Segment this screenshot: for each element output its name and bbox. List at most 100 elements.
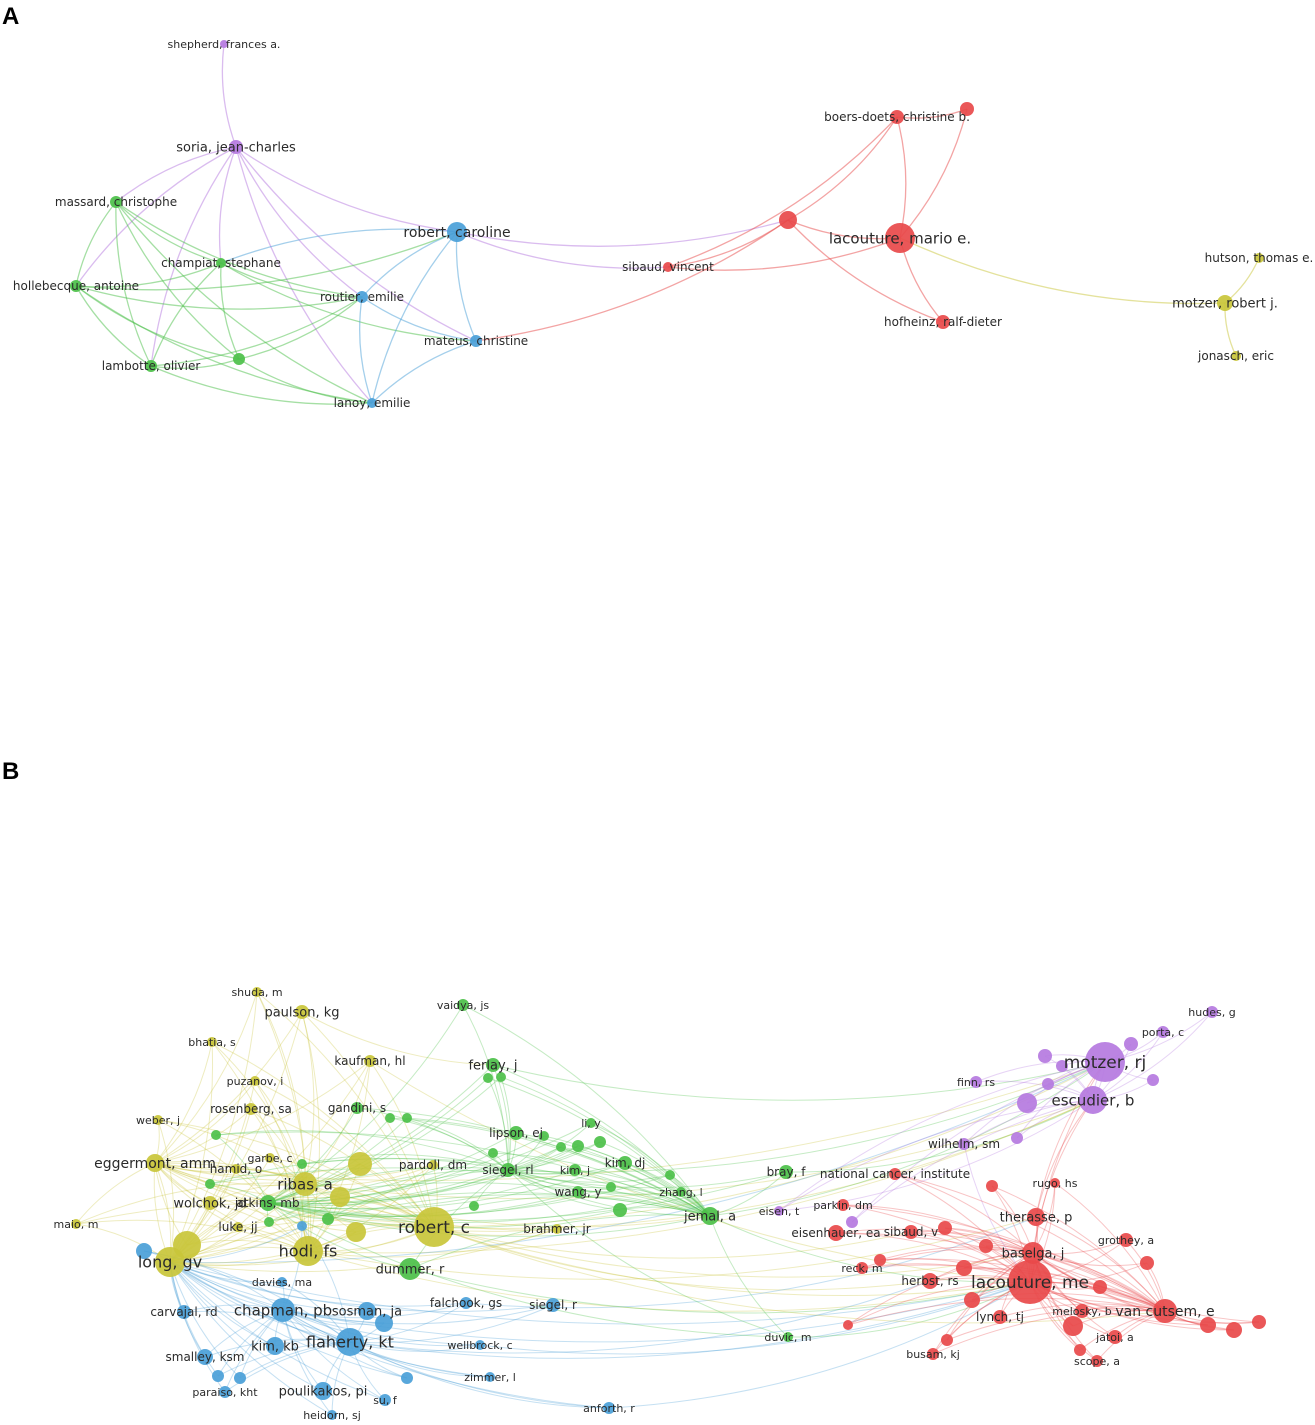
- node-label-paraiso: paraiso, kht: [192, 1386, 258, 1399]
- edge-chapman-falchook: [282, 1302, 467, 1319]
- node-label-escudier: escudier, b: [1052, 1091, 1135, 1109]
- edge-vancutsem-r_6: [963, 1267, 1166, 1312]
- edge-jemal-g_c5: [492, 1152, 711, 1217]
- edge-lambotte-green_unl: [150, 358, 240, 369]
- node-sibaud_b: [904, 1225, 918, 1239]
- edge-vancutsem-rugo: [1054, 1182, 1166, 1312]
- node-poulikakos: [314, 1382, 332, 1400]
- node-label-vancutsem: van cutsem, e: [1115, 1304, 1214, 1320]
- node-g_c2: [556, 1142, 566, 1152]
- node-eisen: [774, 1206, 784, 1216]
- edge-siegel_rl-vaidya: [462, 1004, 509, 1171]
- node-siegel_rl: [501, 1163, 515, 1177]
- node-falchook: [460, 1297, 472, 1309]
- edge-long-b_c5: [169, 1225, 303, 1263]
- edge-atkins-g_s1: [267, 1117, 391, 1204]
- edge-motzer_b-therasse: [1035, 1061, 1106, 1218]
- node-label-boers: boers-doets, christine b.: [824, 110, 970, 124]
- edge-jemal-g_c9: [473, 1195, 711, 1217]
- edge-siegel_rl-g_s2: [406, 1117, 509, 1171]
- edge-chapman-zimmer: [282, 1309, 491, 1378]
- edge-sibaud-red_unl: [667, 219, 789, 268]
- edge-ribas-maio: [75, 1182, 306, 1225]
- edge-hollebecque-green_unl: [75, 285, 240, 360]
- node-label-garbe: garbe, c: [247, 1152, 292, 1165]
- edge-jemal-g_f2: [500, 1076, 711, 1217]
- node-wilhelm: [958, 1138, 970, 1150]
- edge-champiat-lambotte: [150, 262, 222, 367]
- node-label-carvajal: carvajal, rd: [150, 1305, 217, 1319]
- edge-jemal-g_l4: [327, 1194, 711, 1220]
- edge-robert_b-escudier: [433, 1099, 1094, 1230]
- node-g_c1: [539, 1131, 549, 1141]
- edge-jemal-g_c6: [610, 1186, 711, 1217]
- node-jatoi: [1108, 1330, 1122, 1344]
- node-label-lambotte: lambotte, olivier: [102, 359, 201, 373]
- edge-ribas-jemal: [304, 1183, 711, 1228]
- node-melosky: [1075, 1304, 1089, 1318]
- node-label-motzer_a: motzer, robert j.: [1172, 297, 1278, 312]
- node-jemal: [701, 1207, 719, 1225]
- node-eisenhauer: [828, 1225, 844, 1241]
- edge-baselga-r_13: [946, 1252, 1034, 1341]
- node-g_f1: [483, 1073, 493, 1083]
- node-maio: [71, 1219, 81, 1229]
- edge-soria-mateus: [235, 146, 477, 342]
- edge-ribas-shuda: [256, 991, 306, 1185]
- node-sosman: [358, 1302, 376, 1320]
- node-label-sibaud: sibaud, vincent: [622, 260, 714, 274]
- edge-escudier-baselga: [1032, 1099, 1094, 1254]
- edge-baselga-sibaud_b: [910, 1230, 1034, 1254]
- edge-hodi-shuda: [256, 991, 309, 1252]
- edge-siegel_rl-g_c8: [507, 1169, 621, 1211]
- edge-jemal-li: [590, 1122, 711, 1217]
- edge-eggermont-y_mid2: [154, 1162, 357, 1233]
- edge-robert_b-maio: [75, 1203, 435, 1228]
- edge-robert_b-weber: [157, 1119, 435, 1228]
- edge-vancutsem-r_8: [971, 1292, 1166, 1312]
- node-g_c5: [488, 1148, 498, 1158]
- edge-jemal-g_c8: [619, 1206, 711, 1217]
- node-b_c2: [212, 1370, 224, 1382]
- edge-hodi-paulson: [301, 1011, 320, 1252]
- node-g_l4: [322, 1213, 334, 1225]
- edge-eggermont-maio: [75, 1162, 156, 1225]
- edge-massard-champiat: [115, 201, 222, 264]
- edge-long-heidorn: [169, 1261, 333, 1416]
- edge-eggermont-ribas: [154, 1162, 306, 1187]
- edge-soria-robertc: [235, 146, 458, 233]
- node-label-wolchok: wolchok, jd: [173, 1197, 246, 1212]
- node-green_unl: [233, 353, 245, 365]
- panel-b-labels: shuda, m paulson, kg bhatia, s kaufman, hl p…: [54, 986, 1236, 1422]
- edge-robert_b-baselga: [433, 1226, 1034, 1278]
- edge-chapman-siegel_r: [282, 1304, 554, 1325]
- node-label-hollebecque: hollebecque, antoine: [13, 279, 139, 293]
- node-label-lacouture_a: lacouture, mario e.: [829, 229, 971, 247]
- node-zhang: [676, 1187, 686, 1197]
- node-label-davies: davies, ma: [252, 1276, 312, 1289]
- node-label-shepherd: shepherd, frances a.: [168, 38, 281, 51]
- node-label-jatoi: jatoi, a: [1095, 1331, 1134, 1344]
- edge-long-kaufman: [169, 1060, 371, 1263]
- edge-long-y_mid2: [169, 1231, 357, 1264]
- edge-siegel_rl-g_l5: [268, 1169, 509, 1223]
- node-champiat: [216, 258, 226, 268]
- node-su: [379, 1394, 391, 1406]
- edge-atkins-g_s2: [267, 1117, 408, 1204]
- edge-soria-routier: [235, 146, 363, 298]
- edge-eggermont-garbe: [154, 1157, 271, 1169]
- node-lacouture_b: [1008, 1260, 1052, 1304]
- node-g_l3: [205, 1179, 215, 1189]
- edge-robert_b-rosenberg: [250, 1108, 435, 1228]
- node-flaherty: [336, 1328, 364, 1356]
- edge-champiat-mateus: [220, 262, 477, 342]
- edge-lambotte-routier: [150, 296, 363, 367]
- node-jonasch: [1231, 351, 1241, 361]
- node-kimj: [569, 1164, 581, 1176]
- node-r_4: [1140, 1256, 1154, 1270]
- edge-motzer_b-eisen: [778, 1061, 1106, 1212]
- node-shepherd: [220, 40, 228, 48]
- node-kimkb: [266, 1337, 284, 1355]
- node-red_unl: [779, 211, 797, 229]
